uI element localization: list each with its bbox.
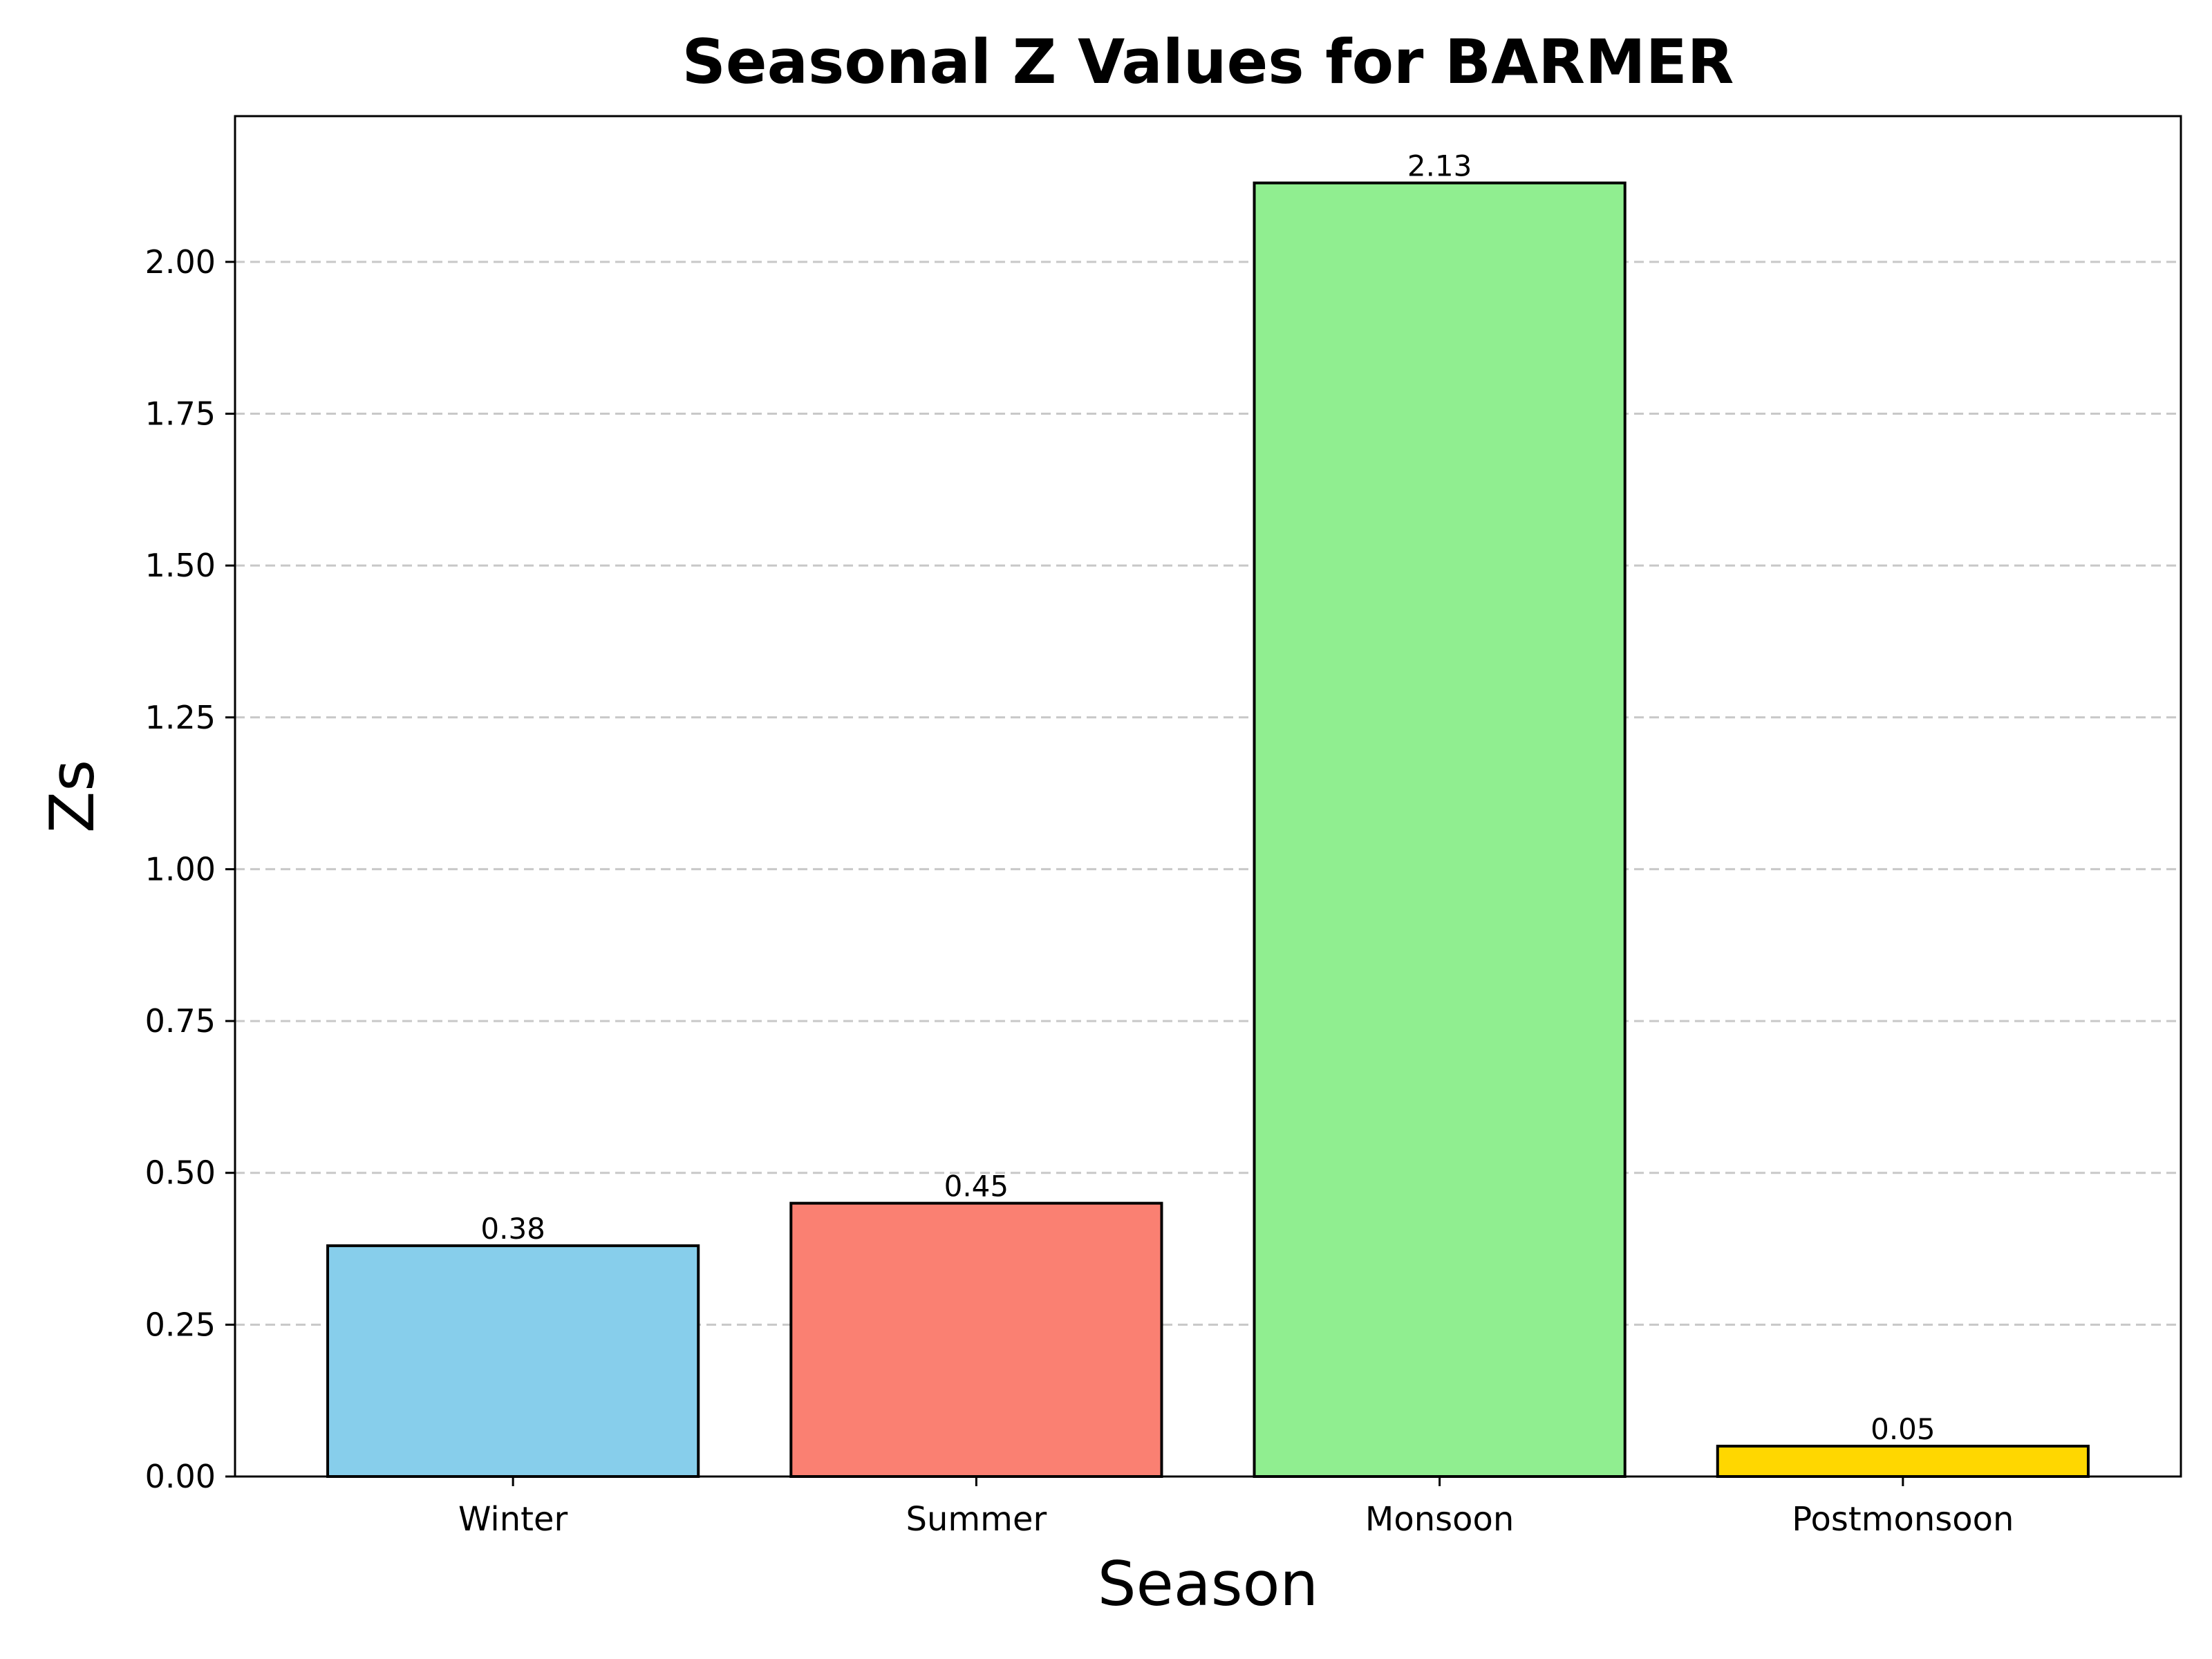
bar-postmonsoon (1716, 1445, 2090, 1479)
chart-title: Seasonal Z Values for BARMER (682, 26, 1734, 97)
y-axis-label: Zs (37, 760, 108, 833)
y-tick-label: 2.00 (145, 243, 216, 281)
y-tick-label: 1.75 (145, 395, 216, 433)
x-tick-label: Summer (906, 1500, 1047, 1539)
bars (326, 181, 2090, 1479)
data-label: 0.05 (1871, 1412, 1936, 1446)
plot-frame (234, 115, 2182, 1478)
y-tick-label: 1.25 (145, 699, 216, 736)
data-label: 0.45 (944, 1170, 1009, 1203)
y-tick-label: 0.25 (145, 1306, 216, 1343)
y-tick-label: 0.00 (145, 1458, 216, 1495)
data-label: 0.38 (480, 1212, 545, 1246)
bar-monsoon (1253, 181, 1627, 1479)
x-tick-label: Postmonsoon (1792, 1500, 2014, 1539)
y-tick-label: 0.50 (145, 1154, 216, 1192)
bar-summer (789, 1201, 1163, 1478)
data-labels: 0.38 0.45 2.13 0.05 (480, 149, 1935, 1446)
bar-winter (326, 1244, 700, 1478)
x-tick-label: Monsoon (1365, 1500, 1514, 1539)
y-tick-label: 1.50 (145, 547, 216, 584)
x-tick-label: Winter (458, 1500, 568, 1539)
y-axis-ticks: 0.00 0.25 0.50 0.75 1.00 1.25 1.50 1.75 2.00 (145, 243, 235, 1495)
data-label: 2.13 (1407, 149, 1472, 183)
x-axis-ticks: Winter Summer Monsoon Postmonsoon (458, 1477, 2014, 1539)
x-axis-label: Season (1098, 1548, 1318, 1620)
y-tick-label: 0.75 (145, 1002, 216, 1040)
y-tick-label: 1.00 (145, 850, 216, 888)
